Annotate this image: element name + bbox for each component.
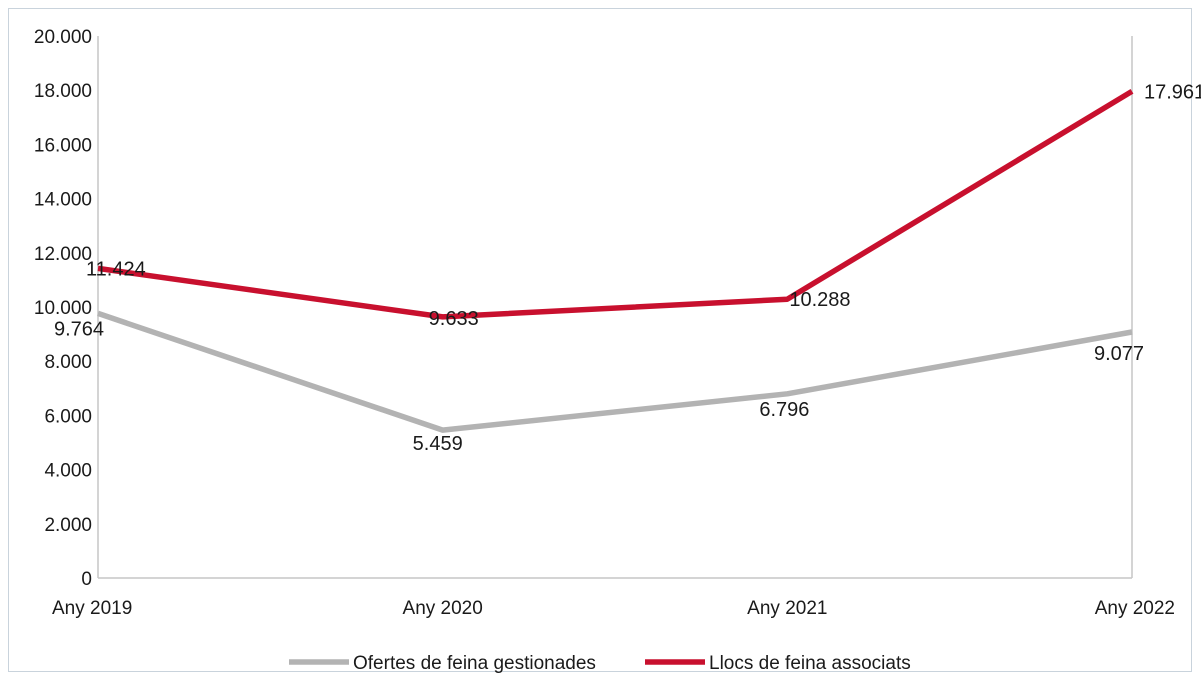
y-tick-label: 20.000 — [34, 27, 92, 48]
axes — [97, 36, 1133, 579]
data-label: 9.077 — [1094, 343, 1144, 365]
x-tick-labels: Any 2019 Any 2020 Any 2021 Any 2022 — [52, 598, 1175, 619]
data-labels: 9.764 5.459 6.796 9.077 11.424 9.633 10.288 17.… — [54, 81, 1201, 455]
series-line-llocs — [97, 88, 1134, 320]
x-tick-label: Any 2022 — [1095, 598, 1175, 619]
data-label: 6.796 — [759, 399, 809, 421]
data-label: 5.459 — [413, 433, 463, 455]
y-tick-label: 4.000 — [44, 461, 92, 482]
x-tick-label: Any 2020 — [403, 598, 483, 619]
chart-frame — [8, 8, 1192, 672]
y-tick-label: 18.000 — [34, 81, 92, 102]
legend-label: Ofertes de feina gestionades — [353, 653, 596, 674]
data-label: 9.633 — [429, 308, 479, 330]
y-tick-labels: 0 2.000 4.000 6.000 8.000 10.000 12.000 14.000 1… — [34, 27, 92, 590]
y-tick-label: 16.000 — [34, 135, 92, 156]
y-tick-label: 2.000 — [44, 515, 92, 536]
legend: Ofertes de feina gestionades Llocs de fei… — [289, 653, 911, 674]
y-tick-label: 10.000 — [34, 298, 92, 319]
data-label: 9.764 — [54, 318, 104, 340]
data-label: 17.961 — [1144, 81, 1201, 103]
y-tick-label: 0 — [81, 569, 92, 590]
x-tick-label: Any 2019 — [52, 598, 132, 619]
series-lines — [97, 88, 1134, 433]
series-line-ofertes — [97, 310, 1133, 433]
data-label: 11.424 — [86, 258, 146, 280]
data-label: 10.288 — [789, 289, 850, 311]
y-tick-label: 6.000 — [44, 406, 92, 427]
x-tick-label: Any 2021 — [747, 598, 827, 619]
y-tick-label: 14.000 — [34, 190, 92, 211]
y-tick-label: 12.000 — [34, 244, 92, 265]
legend-label: Llocs de feina associats — [709, 653, 911, 674]
y-tick-label: 8.000 — [44, 352, 92, 373]
